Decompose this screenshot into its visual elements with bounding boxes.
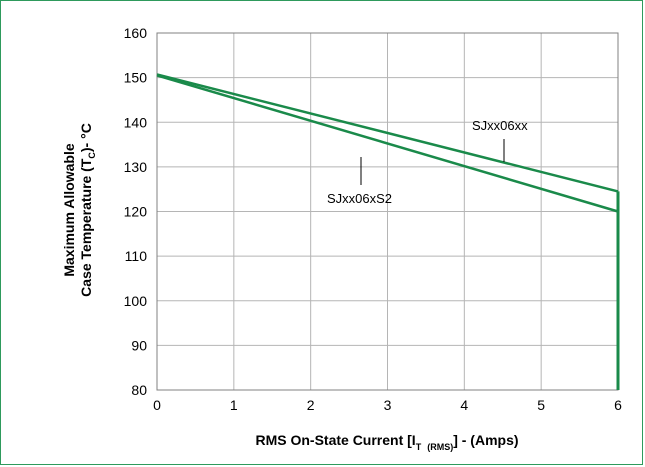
y-axis-title-line2: Case Temperature (TC)- °C (78, 123, 97, 297)
y-tick-label: 100 (124, 293, 148, 309)
y-tick-label: 80 (131, 382, 147, 398)
series-lines (156, 73, 620, 390)
x-tick-label: 0 (153, 397, 161, 413)
y-tick-label: 160 (124, 25, 148, 41)
y-tick-label: 120 (124, 204, 148, 220)
x-tick-label: 6 (614, 397, 622, 413)
series-line-1 (156, 74, 619, 213)
x-tick-label: 1 (230, 397, 238, 413)
y-tick-label: 90 (131, 337, 147, 353)
x-tick-label: 3 (384, 397, 392, 413)
x-tick-label: 5 (537, 397, 545, 413)
x-tick-label: 4 (460, 397, 468, 413)
tick-labels: 0 1 2 3 4 5 6 80 90 100 110 120 130 140 150 160 (124, 25, 622, 413)
y-tick-label: 150 (124, 70, 148, 86)
series-label-sjxx06xx: SJxx06xx (472, 118, 528, 133)
x-axis-title: RMS On-State Current [IT (RMS)] - (Amps) (255, 432, 518, 452)
y-tick-label: 110 (125, 248, 148, 264)
series-line-0 (156, 73, 619, 193)
grid (156, 32, 619, 391)
y-tick-label: 130 (124, 159, 148, 175)
y-axis-title-line1: Maximum Allowable (61, 143, 77, 277)
x-tick-label: 2 (307, 397, 315, 413)
series-label-sjxx06xs2: SJxx06xS2 (327, 191, 392, 206)
y-axis-title: Maximum Allowable Case Temperature (TC)-… (61, 123, 97, 297)
y-tick-label: 140 (124, 114, 148, 130)
